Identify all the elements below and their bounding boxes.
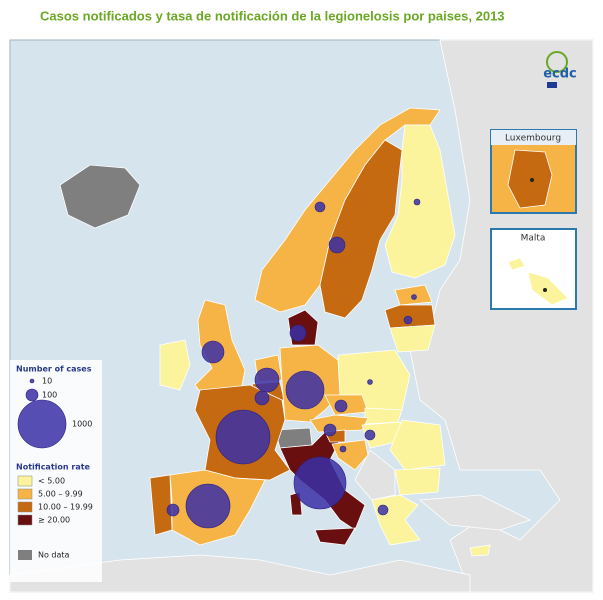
- cases-circle: [411, 294, 417, 300]
- legend-swatch: [17, 501, 33, 513]
- inset-luxembourg: Luxembourg: [490, 129, 577, 214]
- cases-circle: [323, 423, 337, 437]
- legend-swatch: [18, 550, 32, 560]
- legend-box: [10, 360, 102, 582]
- bulgaria: [394, 467, 441, 496]
- legend-size-label: 100: [42, 391, 57, 400]
- logo-flag: [547, 82, 557, 88]
- cases-circle: [530, 178, 534, 182]
- cases-circle: [185, 483, 231, 529]
- cases-circle: [293, 456, 347, 510]
- inset-label: Malta: [521, 234, 546, 244]
- legend-label: No data: [38, 551, 70, 560]
- legend-label: ≥ 20.00: [38, 516, 70, 525]
- legend-size: [17, 399, 67, 449]
- legend-swatch: [17, 514, 33, 526]
- cases-circle: [364, 429, 376, 441]
- slovakia: [364, 407, 403, 425]
- land-turkey: [418, 494, 532, 531]
- cases-circle: [254, 390, 270, 406]
- inset-label: Luxembourg: [505, 134, 561, 144]
- legend-size-label: 1000: [72, 420, 92, 429]
- cases-circle: [377, 504, 389, 516]
- legend-size: [29, 378, 35, 384]
- logo-globe: [546, 51, 568, 73]
- legend-swatch: [17, 488, 33, 500]
- cases-circle: [285, 370, 325, 410]
- lithuania: [389, 324, 436, 353]
- gozo: [507, 257, 526, 271]
- romania: [389, 419, 446, 471]
- cases-circle: [367, 379, 373, 385]
- cases-circle: [201, 340, 225, 364]
- legend-title: Notification rate: [16, 463, 91, 472]
- legend-size-label: 10: [42, 377, 52, 386]
- title: Casos notificados y tasa de notificación…: [40, 8, 505, 23]
- legend-title: Number of cases: [16, 365, 92, 374]
- luxembourg: [507, 149, 553, 209]
- cases-circle: [543, 288, 547, 292]
- iceland: [59, 164, 141, 229]
- sicily: [314, 527, 356, 546]
- legend-label: 10.00 – 19.99: [38, 503, 93, 512]
- cases-circle: [328, 236, 346, 254]
- cases-circle: [254, 367, 280, 393]
- inset-malta: Malta: [490, 228, 577, 310]
- cases-circle: [403, 315, 413, 325]
- sweden: [319, 139, 403, 319]
- legend-size: [25, 388, 39, 402]
- malta: [527, 271, 569, 306]
- ireland: [159, 339, 191, 391]
- cases-circle: [215, 409, 271, 465]
- cases-circle: [334, 399, 348, 413]
- cases-circle: [289, 324, 307, 342]
- cases-circle: [339, 445, 347, 453]
- legend-label: < 5.00: [38, 477, 65, 486]
- logo: ecdc: [543, 51, 577, 88]
- land-africa: [9, 554, 471, 593]
- land-balkans: [354, 449, 396, 501]
- portugal: [149, 474, 173, 536]
- inset-header: [491, 130, 576, 145]
- cases-circle: [166, 503, 180, 517]
- cyprus: [469, 544, 491, 557]
- legend: Number of cases 10 100 1000 Notification…: [10, 360, 102, 582]
- logo-text: ecdc: [543, 67, 577, 82]
- cases-circle: [314, 201, 326, 213]
- legend-label: 5.00 – 9.99: [38, 490, 83, 499]
- legend-swatch: [17, 475, 33, 487]
- cases-circle: [413, 198, 421, 206]
